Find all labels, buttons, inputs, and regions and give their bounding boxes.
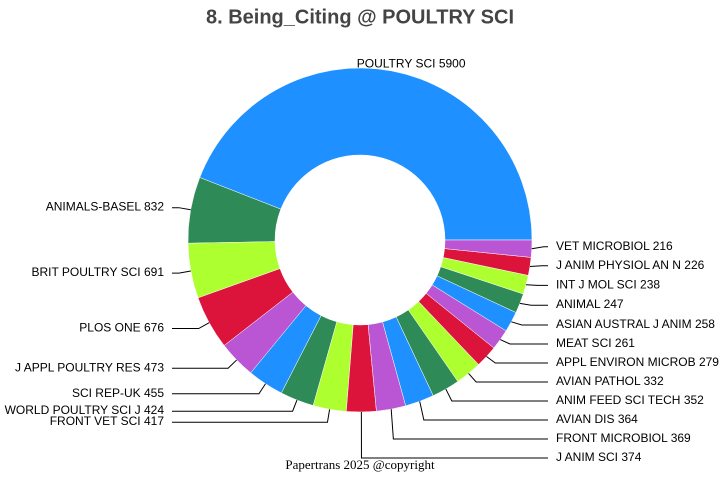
label-value: 473 <box>144 360 164 374</box>
leader-line <box>390 409 548 440</box>
chart-title: 8. Being_Citing @ POULTRY SCI <box>206 6 514 28</box>
leader-line <box>172 270 191 274</box>
label-name: ANIM FEED SCI TECH <box>556 393 680 407</box>
label-name: J ANIM PHYSIOL AN N <box>556 258 681 272</box>
label-name: BRIT POULTRY SCI <box>31 265 140 279</box>
label-name: PLOS ONE <box>79 321 140 335</box>
label-value: 258 <box>695 317 715 331</box>
leader-line <box>172 409 331 423</box>
slice-label: FRONT MICROBIOL 369 <box>556 431 691 445</box>
label-name: ANIMAL <box>556 297 601 311</box>
label-name: SCI REP-UK <box>72 386 141 400</box>
label-value: 374 <box>621 450 641 464</box>
leader-line <box>172 399 298 412</box>
slice-label: ANIMAL 247 <box>556 297 624 311</box>
leader-line <box>500 339 548 345</box>
label-value: 226 <box>684 258 704 272</box>
slice-label: WORLD POULTRY SCI J 424 <box>5 403 165 417</box>
leader-line <box>172 383 266 395</box>
leader-line <box>360 411 548 459</box>
label-value: 676 <box>144 321 164 335</box>
slice-label: J APPL POULTRY RES 473 <box>15 360 164 374</box>
label-value: 279 <box>699 355 719 369</box>
label-value: 352 <box>684 393 704 407</box>
slice-label: INT J MOL SCI 238 <box>556 278 660 292</box>
label-value: 364 <box>618 412 638 426</box>
slice-label: ANIMALS-BASEL 832 <box>46 200 165 214</box>
label-value: 832 <box>144 200 164 214</box>
leader-line <box>529 265 548 267</box>
label-name: ANIMALS-BASEL <box>46 200 142 214</box>
leader-line <box>172 322 210 330</box>
label-name: INT J MOL SCI <box>556 278 637 292</box>
slice-label: J ANIM SCI 374 <box>556 450 642 464</box>
label-name: AVIAN DIS <box>556 412 614 426</box>
slice-label: APPL ENVIRON MICROB 279 <box>556 355 719 369</box>
label-value: 417 <box>144 414 164 428</box>
label-name: ASIAN AUSTRAL J ANIM <box>556 317 692 331</box>
label-name: FRONT MICROBIOL <box>556 431 668 445</box>
leader-line <box>172 359 238 369</box>
slice-label: J ANIM PHYSIOL AN N 226 <box>556 258 705 272</box>
label-value: 691 <box>144 265 164 279</box>
slice-label: BRIT POULTRY SCI 691 <box>31 265 164 279</box>
slice-label: VET MICROBIOL 216 <box>556 239 673 253</box>
footer: Papertrans 2025 @copyright <box>285 457 435 472</box>
donut-slice <box>199 67 533 241</box>
leader-line <box>531 246 548 250</box>
label-name: MEAT SCI <box>556 336 612 350</box>
leader-line <box>486 356 548 364</box>
label-name: APPL ENVIRON MICROB <box>556 355 696 369</box>
slice-label: AVIAN PATHOL 332 <box>556 374 664 388</box>
slice-label: SCI REP-UK 455 <box>72 386 164 400</box>
leader-line <box>419 401 548 421</box>
label-name: VET MICROBIOL <box>556 239 650 253</box>
leader-line <box>511 321 548 326</box>
label-value: 332 <box>644 374 664 388</box>
label-name: J ANIM SCI <box>556 450 618 464</box>
slice-label: FRONT VET SCI 417 <box>50 414 165 428</box>
label-value: 455 <box>144 386 164 400</box>
label-value: 261 <box>615 336 635 350</box>
leader-line <box>519 302 548 306</box>
label-name: AVIAN PATHOL <box>556 374 641 388</box>
leader-line <box>172 207 191 211</box>
label-value: 369 <box>671 431 691 445</box>
label-value: 216 <box>653 239 673 253</box>
donut-slice <box>444 239 533 258</box>
label-name: POULTRY SCI <box>357 57 436 71</box>
slice-label: AVIAN DIS 364 <box>556 412 638 426</box>
leader-line <box>468 373 548 383</box>
label-value: 247 <box>604 297 624 311</box>
label-value: 238 <box>640 278 660 292</box>
label-value: 424 <box>144 403 164 417</box>
label-name: WORLD POULTRY SCI J <box>5 403 141 417</box>
label-name: FRONT VET SCI <box>50 414 141 428</box>
slice-label: POULTRY SCI 5900 <box>357 57 466 71</box>
label-value: 5900 <box>439 57 466 71</box>
slice-label: MEAT SCI 261 <box>556 336 635 350</box>
slice-label: ANIM FEED SCI TECH 352 <box>556 393 704 407</box>
slice-label: ASIAN AUSTRAL J ANIM 258 <box>556 317 715 331</box>
slice-label: PLOS ONE 676 <box>79 321 164 335</box>
leader-line <box>526 284 548 286</box>
leader-line <box>445 388 548 402</box>
label-name: J APPL POULTRY RES <box>15 360 141 374</box>
